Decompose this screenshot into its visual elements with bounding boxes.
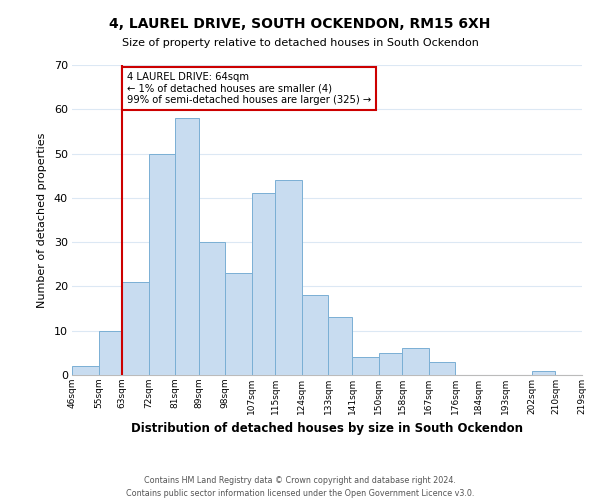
Bar bbox=[225, 273, 252, 375]
Bar bbox=[532, 370, 556, 375]
Text: 4 LAUREL DRIVE: 64sqm
← 1% of detached houses are smaller (4)
99% of semi-detach: 4 LAUREL DRIVE: 64sqm ← 1% of detached h… bbox=[127, 72, 371, 105]
Bar bbox=[328, 318, 352, 375]
Bar bbox=[402, 348, 429, 375]
Bar bbox=[149, 154, 175, 375]
Bar bbox=[98, 330, 122, 375]
Text: Size of property relative to detached houses in South Ockendon: Size of property relative to detached ho… bbox=[122, 38, 478, 48]
Bar bbox=[302, 296, 328, 375]
Bar bbox=[72, 366, 98, 375]
Bar bbox=[199, 242, 225, 375]
Bar bbox=[275, 180, 302, 375]
Bar bbox=[379, 353, 402, 375]
Bar bbox=[175, 118, 199, 375]
X-axis label: Distribution of detached houses by size in South Ockendon: Distribution of detached houses by size … bbox=[131, 422, 523, 436]
Bar bbox=[122, 282, 149, 375]
Text: Contains HM Land Registry data © Crown copyright and database right 2024.
Contai: Contains HM Land Registry data © Crown c… bbox=[126, 476, 474, 498]
Bar bbox=[352, 358, 379, 375]
Bar bbox=[252, 194, 275, 375]
Text: 4, LAUREL DRIVE, SOUTH OCKENDON, RM15 6XH: 4, LAUREL DRIVE, SOUTH OCKENDON, RM15 6X… bbox=[109, 18, 491, 32]
Y-axis label: Number of detached properties: Number of detached properties bbox=[37, 132, 47, 308]
Bar bbox=[429, 362, 455, 375]
